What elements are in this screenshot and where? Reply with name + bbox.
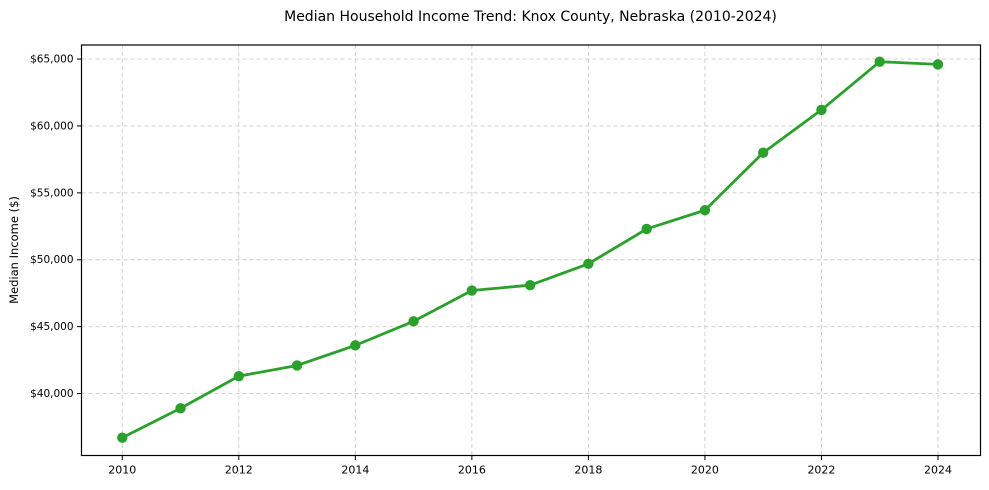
income-trend-line bbox=[120, 60, 940, 440]
data-point-marker bbox=[699, 205, 711, 216]
data-point-marker bbox=[641, 223, 652, 235]
chart-title: Median Household Income Trend: Knox Coun… bbox=[284, 9, 777, 25]
data-point-marker bbox=[175, 403, 186, 414]
x-tick-label: 2024 bbox=[924, 464, 952, 477]
y-tick-label: $65,000 bbox=[30, 54, 73, 66]
y-tick-label: $45,000 bbox=[30, 321, 73, 333]
data-point-marker bbox=[816, 104, 827, 116]
y-tick-label: $60,000 bbox=[30, 120, 73, 132]
x-tick-label: 2018 bbox=[574, 464, 602, 477]
x-tick-label: 2010 bbox=[108, 464, 136, 477]
data-point-marker bbox=[583, 258, 594, 269]
y-tick-label: $40,000 bbox=[30, 388, 73, 400]
y-tick-label: $55,000 bbox=[30, 187, 73, 199]
data-point-marker bbox=[233, 370, 245, 382]
x-tick-label: 2016 bbox=[458, 464, 486, 477]
x-tick-label: 2012 bbox=[225, 464, 253, 477]
data-point-marker bbox=[117, 432, 128, 443]
data-point-marker bbox=[350, 340, 361, 351]
data-point-marker bbox=[874, 56, 885, 67]
plot-border bbox=[80, 44, 982, 457]
data-point-marker bbox=[291, 360, 303, 371]
data-point-marker bbox=[408, 316, 419, 327]
x-tick-label: 2014 bbox=[341, 464, 369, 477]
data-point-marker bbox=[466, 285, 478, 296]
data-point-marker bbox=[757, 147, 769, 158]
data-point-marker bbox=[524, 279, 536, 291]
data-point-marker bbox=[932, 59, 944, 70]
x-tick-label: 2022 bbox=[807, 464, 835, 477]
x-tick-label: 2020 bbox=[691, 464, 719, 477]
y-tick-label: $50,000 bbox=[30, 254, 73, 266]
